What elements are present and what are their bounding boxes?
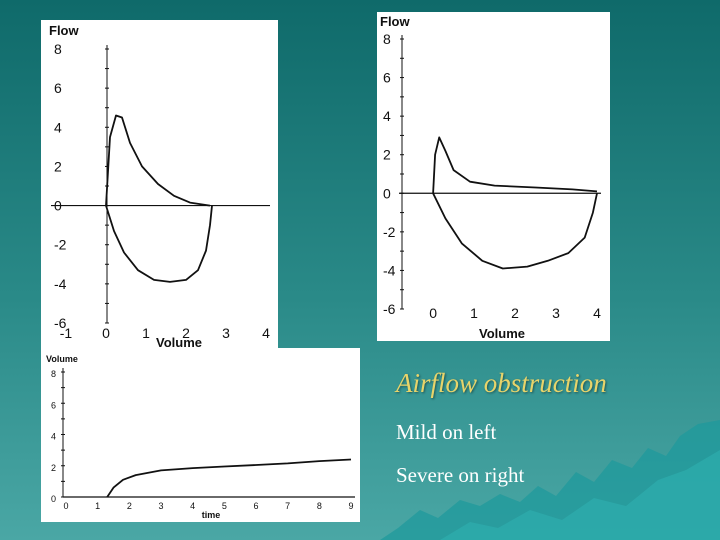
x-tick-label: 3 xyxy=(552,305,560,321)
x-axis-title: Volume xyxy=(156,335,202,348)
y-tick-label: 0 xyxy=(383,185,391,201)
flow-volume-chart-severe: 8 6 4 2 0 -2 -4 -6 0 1 2 3 4 Flow Volume xyxy=(377,12,610,341)
x-tick-label: 2 xyxy=(127,501,132,511)
y-tick-label: 8 xyxy=(54,41,62,57)
x-tick-label: 8 xyxy=(317,501,322,511)
volume-time-plot: 8 6 4 2 00 1 2 3 4 5 6 7 8 9 Volume time xyxy=(46,354,355,520)
x-axis-title: Volume xyxy=(479,326,525,341)
y-tick-label: 6 xyxy=(54,80,62,96)
y-tick-label: -6 xyxy=(383,301,396,317)
x-tick-label: 1 xyxy=(95,501,100,511)
x-tick-label: 1 xyxy=(142,325,150,341)
x-tick-label: 2 xyxy=(511,305,519,321)
x-tick-label: 4 xyxy=(593,305,601,321)
flow-volume-plot-mild: 8 6 4 2 0 -2 -4 -6-1 0 1 2 3 4 Flow Volume xyxy=(49,23,270,348)
caption-severe: Severe on right xyxy=(396,463,525,487)
x-tick-label: 3 xyxy=(158,501,163,511)
series-line-2 xyxy=(432,192,598,270)
x-tick-label: 5 xyxy=(222,501,227,511)
y-tick-label: 8 xyxy=(383,31,391,47)
y-axis-title: Flow xyxy=(380,14,410,29)
x-tick-label: 9 xyxy=(348,501,353,511)
y-tick-label: 2 xyxy=(383,147,391,163)
y-tick-label: 0 xyxy=(51,494,56,504)
x-tick-label: 0 xyxy=(102,325,110,341)
x-tick-label: 4 xyxy=(190,501,195,511)
x-axis-title: time xyxy=(202,510,221,520)
y-tick-label: 0 xyxy=(54,198,62,214)
series-line-1 xyxy=(432,136,598,194)
caption-mild: Mild on left xyxy=(396,420,497,444)
x-tick-label: 0 xyxy=(63,501,68,511)
series-line-1 xyxy=(105,114,211,207)
mountain-shape-highlight xyxy=(440,450,720,540)
y-tick-label: 4 xyxy=(383,108,391,124)
flow-volume-chart-mild: 8 6 4 2 0 -2 -4 -6 -1 0 1 2 3 4 Flow Volume xyxy=(41,20,278,348)
y-tick-label: -4 xyxy=(54,276,67,292)
x-tick-label: 4 xyxy=(262,325,270,341)
x-tick-label: 7 xyxy=(285,501,290,511)
x-tick-label: 6 xyxy=(253,501,258,511)
y-tick-label: -2 xyxy=(54,237,67,253)
x-tick-label: 0 xyxy=(429,305,437,321)
mountain-decoration xyxy=(380,420,720,540)
y-tick-label: 4 xyxy=(51,432,56,442)
caption-title: Airflow obstruction xyxy=(396,368,607,398)
y-tick-label: 4 xyxy=(54,119,62,135)
x-tick-label: 3 xyxy=(222,325,230,341)
y-tick-label: -4 xyxy=(383,262,396,278)
series-line-1 xyxy=(106,458,352,498)
y-axis-title: Volume xyxy=(46,354,78,364)
series-line-2 xyxy=(105,205,213,283)
flow-volume-plot-severe: 8 6 4 2 0 -2 -4 -6 0 1 2 3 4 Flow Volume xyxy=(380,14,601,341)
y-tick-label: 2 xyxy=(54,158,62,174)
y-tick-label: -2 xyxy=(383,224,396,240)
y-tick-label: -6 xyxy=(54,315,67,331)
volume-time-chart: 8 6 4 2 0 0 1 2 3 4 5 6 7 8 9 Volume time xyxy=(41,348,360,522)
y-tick-label: 8 xyxy=(51,369,56,379)
y-tick-label: 2 xyxy=(51,463,56,473)
x-tick-label: 2 xyxy=(182,325,190,341)
y-tick-label: 6 xyxy=(383,70,391,86)
y-tick-label: 6 xyxy=(51,400,56,410)
y-axis-title: Flow xyxy=(49,23,79,38)
x-tick-label: -1 xyxy=(60,325,73,341)
x-tick-label: 1 xyxy=(470,305,478,321)
